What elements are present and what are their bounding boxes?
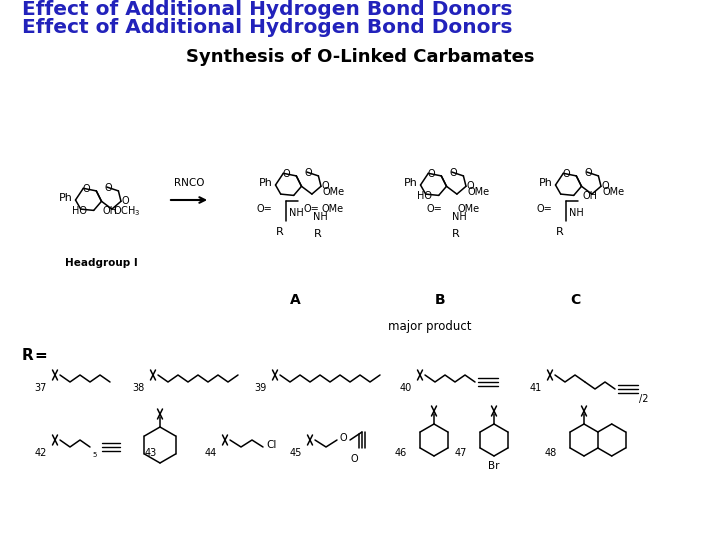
Text: 39: 39: [255, 383, 267, 393]
Text: O: O: [584, 168, 592, 178]
Text: $_5$: $_5$: [92, 450, 98, 460]
Text: OH: OH: [102, 206, 117, 216]
Text: 47: 47: [454, 448, 467, 458]
Text: OMe: OMe: [323, 187, 345, 197]
Text: OH: OH: [582, 191, 597, 201]
Text: 38: 38: [132, 383, 145, 393]
Text: O: O: [340, 433, 348, 443]
Text: OMe: OMe: [321, 204, 343, 214]
Text: O: O: [322, 181, 329, 191]
Text: O: O: [104, 183, 112, 193]
Text: O=: O=: [536, 204, 552, 214]
Text: O: O: [350, 454, 358, 464]
Text: OMe: OMe: [468, 187, 490, 197]
Text: Ph: Ph: [59, 193, 73, 203]
Text: R: R: [313, 230, 321, 239]
Text: O=: O=: [256, 204, 272, 214]
Text: 41: 41: [530, 383, 542, 393]
Text: 40: 40: [400, 383, 412, 393]
Text: /2: /2: [639, 394, 649, 404]
Text: OMe: OMe: [603, 187, 625, 197]
Text: 46: 46: [395, 448, 407, 458]
Text: RNCO: RNCO: [174, 178, 204, 188]
Text: Ph: Ph: [539, 178, 553, 188]
Text: O: O: [467, 181, 474, 191]
Text: major product: major product: [388, 320, 472, 333]
Text: =: =: [34, 348, 47, 362]
Text: Effect of Additional Hydrogen Bond Donors: Effect of Additional Hydrogen Bond Donor…: [22, 18, 513, 37]
Text: O: O: [602, 181, 609, 191]
Text: NH: NH: [289, 208, 304, 218]
Text: O: O: [122, 195, 130, 206]
Text: 48: 48: [545, 448, 557, 458]
Text: Br: Br: [488, 461, 500, 471]
Text: HO: HO: [417, 191, 432, 201]
Text: C: C: [570, 293, 580, 307]
Text: O=: O=: [303, 204, 319, 214]
Text: 44: 44: [204, 448, 217, 458]
Text: OCH$_3$: OCH$_3$: [112, 204, 140, 218]
Text: O: O: [82, 184, 90, 194]
Text: A: A: [289, 293, 300, 307]
Text: 43: 43: [145, 448, 157, 458]
Text: O: O: [282, 169, 289, 179]
Text: O=: O=: [426, 204, 442, 214]
Text: NH: NH: [569, 208, 584, 218]
Text: Ph: Ph: [259, 178, 273, 188]
Text: OMe: OMe: [458, 204, 480, 214]
Text: Ph: Ph: [404, 178, 418, 188]
Text: R: R: [452, 230, 460, 239]
Text: Effect of Additional Hydrogen Bond Donors: Effect of Additional Hydrogen Bond Donor…: [22, 0, 512, 19]
Text: R: R: [276, 227, 284, 237]
Text: HO: HO: [72, 206, 87, 216]
Text: NH: NH: [313, 212, 328, 222]
Text: Headgroup I: Headgroup I: [65, 258, 138, 268]
Text: B: B: [435, 293, 445, 307]
Text: Synthesis of O-Linked Carbamates: Synthesis of O-Linked Carbamates: [186, 48, 534, 66]
Text: O: O: [449, 168, 456, 178]
Text: 37: 37: [35, 383, 47, 393]
Text: Cl: Cl: [266, 440, 276, 450]
Text: O: O: [562, 169, 570, 179]
Text: NH: NH: [452, 212, 467, 222]
Text: 45: 45: [289, 448, 302, 458]
Text: R: R: [22, 348, 34, 362]
Text: O: O: [304, 168, 312, 178]
Text: R: R: [556, 227, 564, 237]
Text: O: O: [427, 169, 435, 179]
Text: 42: 42: [35, 448, 47, 458]
